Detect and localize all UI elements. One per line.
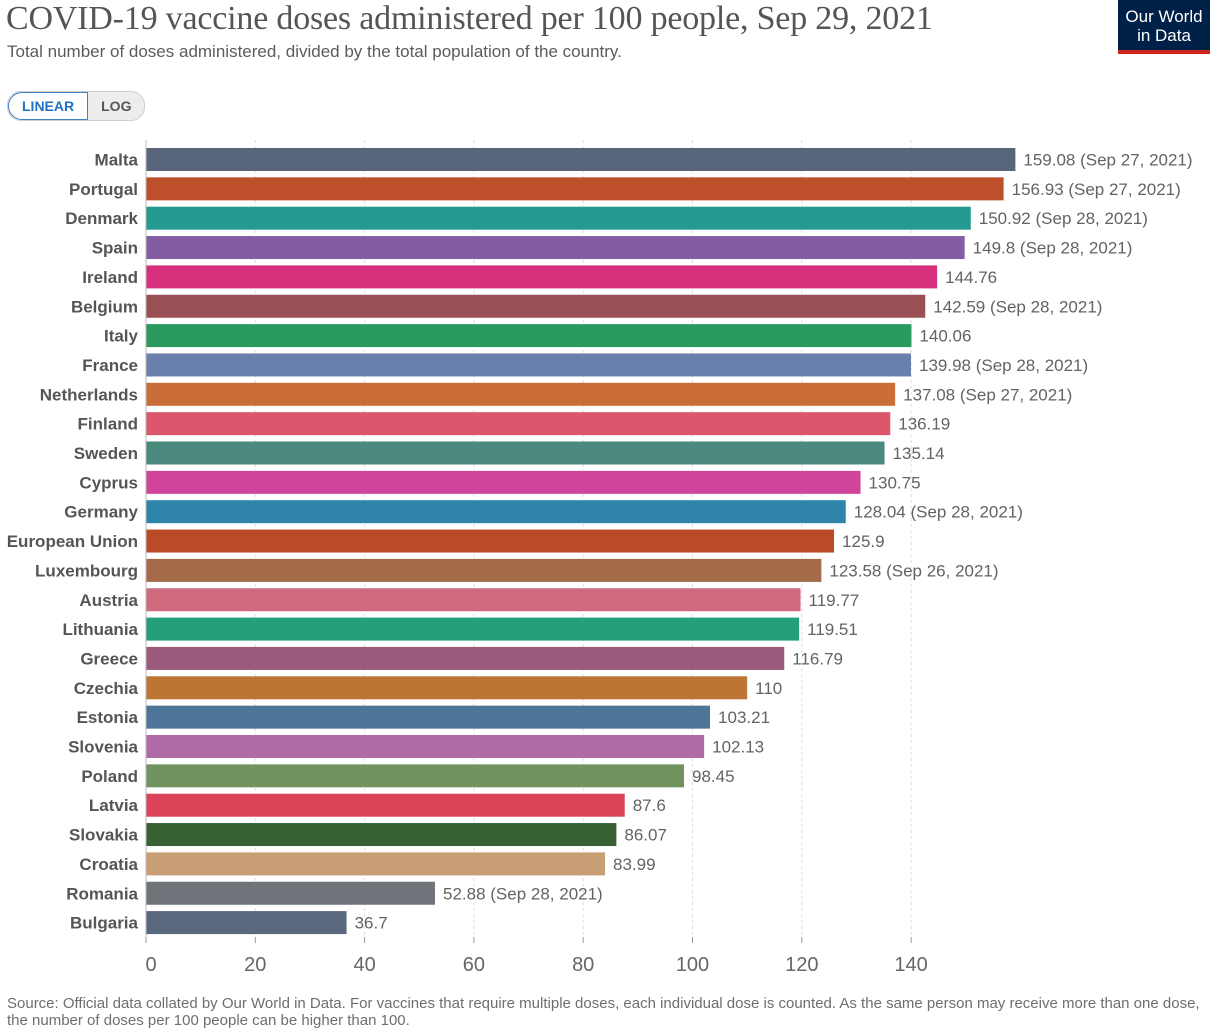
bar-lithuania[interactable] (146, 617, 800, 641)
value-label: 156.93 (Sep 27, 2021) (1012, 180, 1181, 199)
bar-denmark[interactable] (146, 206, 971, 230)
category-label: Denmark (65, 209, 138, 228)
bar-italy[interactable] (146, 324, 912, 348)
value-label: 119.77 (809, 591, 860, 610)
value-label: 110 (755, 679, 782, 698)
x-tick-label: 80 (572, 954, 594, 976)
category-label: Lithuania (62, 620, 138, 639)
x-tick-label: 20 (244, 954, 266, 976)
value-label: 103.21 (718, 708, 770, 727)
category-label: Poland (81, 767, 138, 786)
bar-austria[interactable] (146, 588, 801, 612)
category-label: Croatia (79, 855, 138, 874)
bar-netherlands[interactable] (146, 382, 896, 406)
logo-line-1: Our World (1125, 7, 1203, 26)
category-label: Sweden (74, 444, 138, 463)
bar-croatia[interactable] (146, 852, 606, 876)
category-label: Portugal (69, 180, 138, 199)
x-tick-label: 140 (894, 954, 927, 976)
value-label: 116.79 (792, 649, 843, 668)
scale-toggle: LINEAR LOG (7, 91, 146, 121)
bar-ireland[interactable] (146, 265, 938, 289)
bar-belgium[interactable] (146, 294, 926, 318)
bar-cyprus[interactable] (146, 470, 861, 494)
value-label: 123.58 (Sep 26, 2021) (829, 561, 998, 580)
bar-malta[interactable] (146, 148, 1016, 171)
chart-title: COVID-19 vaccine doses administered per … (6, 0, 933, 37)
bar-luxembourg[interactable] (146, 558, 822, 582)
bar-slovakia[interactable] (146, 823, 617, 847)
category-label: European Union (7, 532, 138, 551)
value-label: 140.06 (919, 327, 971, 346)
source-note: Source: Official data collated by Our Wo… (7, 995, 1200, 1029)
bar-greece[interactable] (146, 646, 785, 670)
category-label: Ireland (82, 268, 138, 287)
bar-sweden[interactable] (146, 441, 885, 465)
category-label: Belgium (71, 297, 138, 316)
category-label: Luxembourg (35, 561, 138, 580)
bar-slovenia[interactable] (146, 735, 705, 758)
bar-romania[interactable] (146, 881, 435, 905)
value-label: 135.14 (893, 444, 945, 463)
value-label: 86.07 (624, 826, 667, 845)
bar-spain[interactable] (146, 236, 965, 260)
x-tick-label: 120 (785, 954, 818, 976)
category-label: Latvia (89, 796, 139, 815)
linear-scale-button[interactable]: LINEAR (8, 92, 89, 120)
value-label: 102.13 (712, 738, 764, 757)
category-label: Czechia (74, 679, 139, 698)
bar-chart: Malta 159.08 (Sep 27, 2021) Portugal 156.93… (7, 140, 1193, 976)
value-label: 139.98 (Sep 28, 2021) (919, 356, 1088, 375)
x-tick-label: 60 (463, 954, 485, 976)
value-label: 119.51 (807, 620, 858, 639)
owid-logo[interactable]: Our World in Data (1118, 0, 1210, 54)
category-label: Malta (95, 151, 139, 170)
category-label: Austria (79, 591, 138, 610)
bar-france[interactable] (146, 353, 911, 377)
log-scale-button[interactable]: LOG (101, 98, 132, 114)
bar-latvia[interactable] (146, 793, 625, 817)
value-label: 144.76 (945, 268, 997, 287)
value-label: 149.8 (Sep 28, 2021) (973, 239, 1133, 258)
category-label: Greece (80, 649, 138, 668)
category-label: Finland (78, 415, 138, 434)
category-label: Slovakia (69, 826, 139, 845)
value-label: 136.19 (898, 415, 950, 434)
bar-finland[interactable] (146, 412, 891, 436)
value-label: 125.9 (842, 532, 885, 551)
category-label: Bulgaria (70, 914, 139, 933)
value-label: 36.7 (355, 914, 388, 933)
category-label: Netherlands (40, 385, 138, 404)
value-label: 142.59 (Sep 28, 2021) (933, 297, 1102, 316)
chart-subtitle: Total number of doses administered, divi… (7, 42, 622, 61)
category-label: Cyprus (79, 473, 138, 492)
category-label: Germany (64, 503, 138, 522)
x-tick-label: 100 (676, 954, 709, 976)
x-tick-label: 40 (353, 954, 375, 976)
logo-line-2: in Data (1137, 26, 1191, 45)
category-label: Slovenia (68, 738, 138, 757)
category-label: Spain (92, 239, 138, 258)
value-label: 83.99 (613, 855, 656, 874)
category-label: Italy (104, 327, 139, 346)
value-label: 159.08 (Sep 27, 2021) (1023, 151, 1192, 170)
value-label: 150.92 (Sep 28, 2021) (979, 209, 1148, 228)
x-tick-label: 0 (145, 954, 156, 976)
value-label: 128.04 (Sep 28, 2021) (854, 503, 1023, 522)
category-label: France (82, 356, 138, 375)
value-label: 52.88 (Sep 28, 2021) (443, 884, 603, 903)
bar-european-union[interactable] (146, 529, 835, 553)
bar-czechia[interactable] (146, 676, 748, 700)
category-label: Estonia (77, 708, 139, 727)
bar-estonia[interactable] (146, 705, 711, 729)
value-label: 87.6 (633, 796, 666, 815)
category-label: Romania (66, 884, 138, 903)
value-label: 98.45 (692, 767, 735, 786)
bar-germany[interactable] (146, 500, 846, 524)
value-label: 137.08 (Sep 27, 2021) (903, 385, 1072, 404)
bar-poland[interactable] (146, 764, 685, 788)
value-label: 130.75 (869, 473, 921, 492)
bar-bulgaria[interactable] (146, 911, 347, 935)
bar-portugal[interactable] (146, 177, 1004, 201)
